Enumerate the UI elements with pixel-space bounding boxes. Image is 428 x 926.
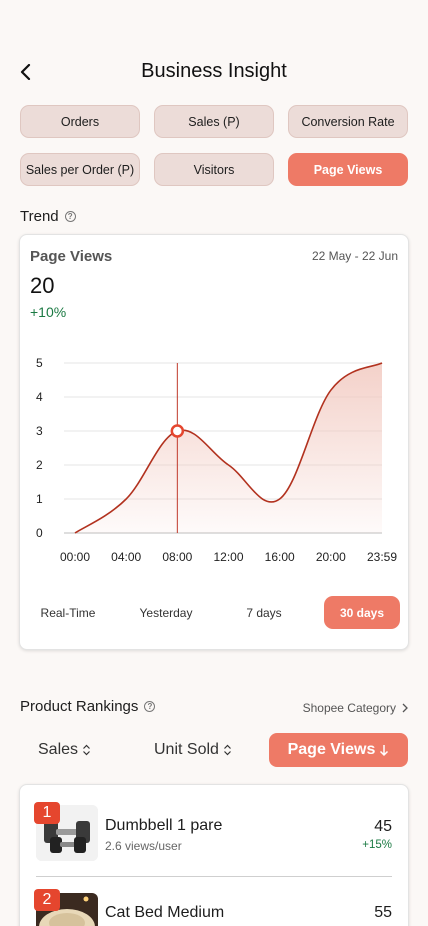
- trend-label-text: Trend: [20, 208, 59, 225]
- chart-y-tick-label: 2: [36, 458, 43, 472]
- range-tab-30-days[interactable]: 30 days: [324, 596, 400, 629]
- sort-unit-sold-label: Unit Sold: [154, 741, 219, 758]
- sort-page-views-label: Page Views: [287, 741, 376, 758]
- sort-by-unit-sold[interactable]: Unit Sold: [154, 733, 232, 767]
- rank-badge: 1: [34, 802, 60, 824]
- chart-area-fill: [75, 363, 382, 533]
- chevron-right-icon: [402, 703, 408, 713]
- trend-change: +10%: [30, 304, 67, 320]
- sort-by-sales[interactable]: Sales: [38, 733, 91, 767]
- rankings-title-text: Product Rankings: [20, 698, 139, 715]
- product-subtext: 2.6 views/user: [105, 839, 182, 853]
- range-tab-yesterday[interactable]: Yesterday: [139, 605, 193, 620]
- divider: [36, 876, 392, 877]
- trend-value: 20: [30, 273, 55, 298]
- chart-highlight-point[interactable]: [170, 424, 185, 438]
- dumbbell-image: [36, 805, 98, 861]
- ranking-item[interactable]: 2 Cat Bed Medium 55: [20, 877, 408, 926]
- product-page-views: 55: [374, 904, 392, 921]
- back-button[interactable]: [14, 60, 38, 84]
- shopee-category-link[interactable]: Shopee Category: [303, 701, 408, 715]
- product-name: Cat Bed Medium: [105, 904, 225, 921]
- header: Business Insight: [0, 58, 428, 86]
- product-rankings-title: Product Rankings ?: [20, 698, 156, 715]
- chart-x-tick-label: 12:00: [213, 550, 243, 564]
- product-rankings-header: Product Rankings ? Shopee Category: [20, 698, 408, 718]
- ranking-item[interactable]: 1 Dumbbell 1 pare 2.6 views/user 45 +15%: [20, 785, 408, 877]
- metric-chip-page-views[interactable]: Page Views: [288, 153, 408, 186]
- time-range-tabs: Real-Time Yesterday 7 days 30 days: [30, 596, 400, 629]
- range-tab-7-days[interactable]: 7 days: [246, 605, 282, 620]
- sort-sales-label: Sales: [38, 741, 79, 758]
- chart-x-tick-label: 20:00: [316, 550, 346, 564]
- chart-x-tick-label: 00:00: [60, 550, 90, 564]
- metric-chip-sales-per-order[interactable]: Sales per Order (P): [20, 153, 140, 186]
- metric-chip-orders[interactable]: Orders: [20, 105, 140, 138]
- arrow-down-icon: [380, 744, 389, 756]
- range-tab-real-time[interactable]: Real-Time: [40, 605, 96, 620]
- product-thumbnail: [36, 805, 98, 861]
- product-change: +15%: [362, 839, 392, 851]
- chart-y-tick-label: 5: [36, 356, 43, 370]
- chart-y-tick-label: 1: [36, 492, 43, 506]
- metric-chip-visitors[interactable]: Visitors: [154, 153, 274, 186]
- metric-chip-conversion-rate[interactable]: Conversion Rate: [288, 105, 408, 138]
- category-link-text: Shopee Category: [302, 701, 396, 715]
- chevron-left-icon: [20, 64, 31, 80]
- chart-series-line: [74, 362, 383, 534]
- rank-badge: 2: [34, 889, 60, 911]
- product-rankings-list: 1 Dumbbell 1 pare 2.6 views/user 45 +15%…: [19, 784, 409, 926]
- product-page-views: 45: [374, 818, 392, 835]
- sort-by-page-views[interactable]: Page Views: [269, 733, 408, 767]
- metric-selector: Orders Sales (P) Conversion Rate Sales p…: [20, 105, 408, 186]
- page-title: Business Insight: [141, 60, 287, 82]
- sort-toggle-icon: [83, 744, 90, 756]
- trend-chart: 0 1 2 3 4 5 00:00 04:00 08:00 12:00 16:00 20:00 23:…: [36, 356, 397, 564]
- product-name: Dumbbell 1 pare: [105, 817, 223, 834]
- trend-card: Page Views 22 May - 22 Jun 20 +10% 0 1 2 3 4…: [19, 234, 409, 650]
- trend-date-range: 22 May - 22 Jun: [311, 249, 398, 263]
- chart-y-tick-label: 0: [36, 526, 43, 540]
- chart-x-tick-label: 04:00: [111, 550, 141, 564]
- chart-y-tick-label: 3: [36, 424, 43, 438]
- chart-x-tick-label: 23:59: [367, 550, 397, 564]
- sort-toggle-icon: [223, 744, 231, 756]
- help-icon[interactable]: ?: [64, 211, 76, 222]
- rankings-help-icon[interactable]: ?: [144, 701, 156, 712]
- metric-chip-sales[interactable]: Sales (P): [154, 105, 274, 138]
- trend-metric-name: Page Views: [30, 248, 113, 265]
- chart-x-tick-label: 16:00: [265, 550, 295, 564]
- chart-x-tick-label: 08:00: [162, 550, 192, 564]
- trend-section-label: Trend ?: [20, 208, 76, 225]
- ranking-sort-options: Sales Unit Sold Page Views: [20, 733, 408, 767]
- chart-y-tick-label: 4: [36, 390, 43, 404]
